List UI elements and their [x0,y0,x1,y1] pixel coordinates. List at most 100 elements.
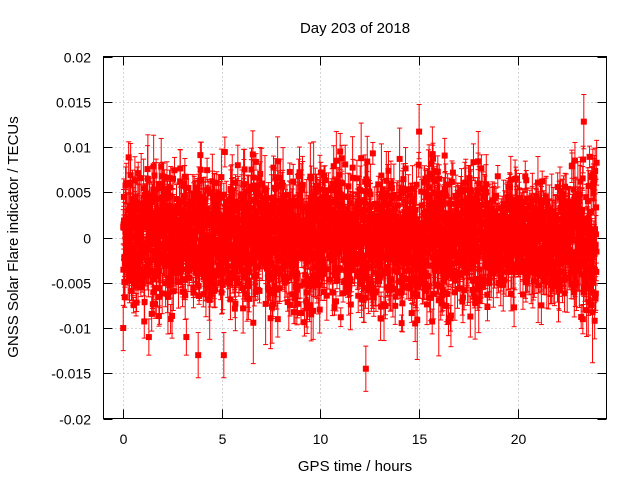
point-marker [193,216,200,223]
point-marker [157,206,164,213]
point-marker [149,194,156,201]
point-marker [155,313,162,320]
point-marker [153,186,160,193]
point-marker [175,279,182,286]
data-point [171,156,178,184]
point-marker [171,167,178,174]
point-marker [185,184,192,191]
point-marker [193,250,200,257]
point-marker [133,299,140,306]
point-marker [150,289,157,296]
point-marker [207,291,214,298]
point-marker [134,213,141,220]
point-marker [178,198,185,205]
point-marker [149,267,156,274]
point-marker [169,269,176,276]
data-point [204,157,211,183]
point-marker [195,269,202,276]
point-marker [133,282,140,289]
point-marker [153,285,160,292]
point-marker [151,255,158,262]
point-marker [195,282,202,289]
point-marker [126,276,133,283]
point-marker [182,276,189,283]
point-marker [197,224,204,231]
point-marker [125,265,132,272]
point-marker [123,180,130,187]
point-marker [165,215,172,222]
point-marker [136,201,143,208]
point-marker [191,208,198,215]
point-marker [156,181,163,188]
point-marker [152,301,159,308]
point-marker [164,293,171,300]
data-series [120,94,600,392]
point-marker [256,287,263,294]
data-point [133,293,140,313]
point-marker [205,270,212,277]
point-marker [125,154,132,161]
point-marker [269,301,276,308]
point-marker [130,215,137,222]
point-marker [221,149,228,156]
point-marker [150,163,157,170]
point-marker [120,266,127,273]
point-marker [120,193,127,200]
point-marker [141,298,148,305]
point-marker [276,285,283,292]
point-marker [204,167,211,174]
point-marker [198,177,205,184]
point-marker [170,211,177,218]
point-marker [197,166,204,173]
point-marker [205,186,212,193]
point-marker [159,290,166,297]
point-marker [128,287,135,294]
data-point [167,304,174,334]
point-marker [138,175,145,182]
point-marker [209,189,216,196]
point-marker [241,166,248,173]
point-marker [158,163,165,170]
point-marker [139,274,146,281]
point-marker [250,319,257,326]
point-marker [240,305,247,312]
point-marker [156,293,163,300]
point-marker [167,276,174,283]
point-marker [202,196,209,203]
point-marker [167,203,174,210]
point-marker [194,228,201,235]
point-marker [151,172,158,179]
point-marker [134,276,141,283]
point-marker [181,173,188,180]
point-marker [143,199,150,206]
point-marker [274,316,281,323]
point-marker [166,282,173,289]
point-marker [169,312,176,319]
data-point [221,136,228,168]
point-marker [159,173,166,180]
point-marker [249,151,256,158]
point-marker [151,248,158,255]
point-marker [167,316,174,323]
point-marker [189,199,196,206]
point-marker [135,206,142,213]
point-marker [144,239,151,246]
point-marker [152,219,159,226]
point-marker [170,288,177,295]
point-marker [194,184,201,191]
point-marker [232,300,239,307]
point-marker [166,184,173,191]
point-marker [202,275,209,282]
point-marker [209,250,216,257]
point-marker [185,201,192,208]
point-marker [174,202,181,209]
point-marker [200,291,207,298]
point-marker [165,261,172,268]
point-marker [144,244,151,251]
point-marker [170,175,177,182]
point-marker [234,162,241,169]
point-marker [204,206,211,213]
point-marker [135,170,142,177]
point-marker [180,288,187,295]
